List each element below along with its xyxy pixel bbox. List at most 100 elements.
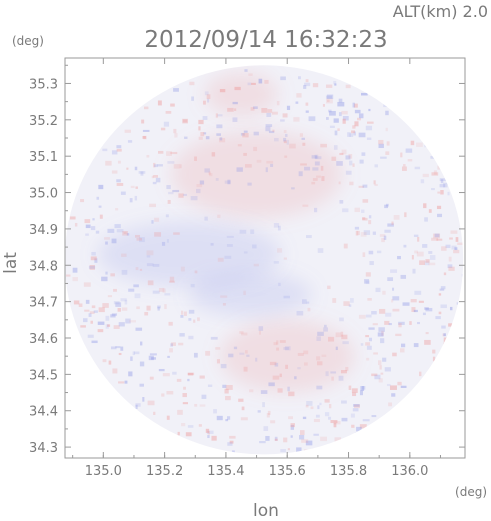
echo-speckle-cell bbox=[98, 205, 102, 208]
echo-speckle-cell bbox=[216, 124, 223, 129]
echo-speckle-cell bbox=[135, 234, 141, 238]
echo-speckle-cell bbox=[90, 226, 96, 231]
echo-speckle-cell bbox=[414, 166, 421, 170]
echo-speckle-cell bbox=[196, 183, 203, 188]
echo-speckle-cell bbox=[241, 406, 245, 411]
echo-speckle-cell bbox=[358, 113, 364, 119]
echo-speckle-cell bbox=[333, 80, 337, 85]
echo-speckle-cell bbox=[313, 433, 319, 436]
x-tick-label: 135.4 bbox=[207, 464, 244, 479]
echo-speckle-cell bbox=[365, 125, 373, 131]
echo-speckle-cell bbox=[454, 247, 458, 251]
echo-speckle-cell bbox=[359, 424, 367, 429]
echo-speckle-cell bbox=[308, 116, 316, 122]
echo-speckle-cell bbox=[274, 438, 278, 441]
echo-speckle-cell bbox=[139, 237, 145, 243]
echo-speckle-cell bbox=[208, 171, 211, 175]
echo-speckle-cell bbox=[365, 280, 370, 285]
echo-speckle-cell bbox=[354, 226, 360, 230]
echo-speckle-cell bbox=[321, 176, 325, 182]
echo-speckle-cell bbox=[380, 372, 384, 375]
echo-speckle-cell bbox=[176, 378, 182, 382]
echo-speckle-cell bbox=[384, 204, 389, 209]
echo-speckle-cell bbox=[365, 342, 370, 346]
x-tick-label: 136.0 bbox=[391, 464, 428, 479]
echo-speckle-cell bbox=[169, 348, 173, 353]
echo-speckle-cell bbox=[287, 448, 290, 451]
echo-region-negative bbox=[97, 221, 282, 288]
echo-speckle-cell bbox=[372, 231, 376, 235]
echo-speckle-cell bbox=[154, 217, 160, 222]
echo-speckle-cell bbox=[170, 343, 174, 347]
echo-speckle-cell bbox=[124, 380, 128, 384]
echo-speckle-cell bbox=[448, 266, 455, 271]
echo-speckle-cell bbox=[288, 391, 295, 397]
echo-speckle-cell bbox=[376, 250, 382, 254]
echo-speckle-cell bbox=[168, 191, 174, 195]
echo-speckle-cell bbox=[211, 435, 217, 441]
echo-speckle-cell bbox=[392, 352, 397, 357]
echo-speckle-cell bbox=[243, 130, 248, 133]
echo-speckle-cell bbox=[285, 346, 291, 351]
echo-speckle-cell bbox=[287, 386, 290, 392]
echo-speckle-cell bbox=[339, 317, 344, 322]
echo-speckle-cell bbox=[368, 220, 372, 225]
echo-speckle-cell bbox=[89, 264, 95, 270]
echo-speckle-cell bbox=[388, 402, 393, 407]
echo-speckle-cell bbox=[183, 386, 186, 390]
echo-speckle-cell bbox=[188, 318, 192, 321]
echo-speckle-cell bbox=[173, 88, 179, 92]
echo-speckle-cell bbox=[288, 416, 294, 420]
echo-speckle-cell bbox=[400, 385, 407, 388]
echo-speckle-cell bbox=[241, 332, 248, 336]
echo-speckle-cell bbox=[443, 333, 446, 337]
echo-speckle-cell bbox=[277, 388, 283, 393]
echo-speckle-cell bbox=[265, 435, 270, 441]
echo-speckle-cell bbox=[379, 308, 386, 314]
echo-speckle-cell bbox=[199, 180, 205, 185]
echo-speckle-cell bbox=[133, 284, 139, 288]
echo-speckle-cell bbox=[441, 246, 447, 251]
echo-speckle-cell bbox=[314, 161, 320, 166]
altitude-label: ALT(km) 2.0 bbox=[393, 2, 488, 21]
echo-speckle-cell bbox=[410, 298, 417, 303]
echo-speckle-cell bbox=[390, 269, 398, 273]
echo-speckle-cell bbox=[91, 340, 98, 344]
echo-speckle-cell bbox=[350, 413, 355, 418]
echo-speckle-cell bbox=[437, 165, 444, 170]
echo-speckle-cell bbox=[273, 137, 279, 142]
echo-speckle-cell bbox=[315, 414, 320, 418]
echo-speckle-cell bbox=[217, 257, 224, 262]
echo-speckle-cell bbox=[326, 98, 333, 104]
echo-speckle-cell bbox=[368, 108, 371, 112]
echo-speckle-cell bbox=[170, 103, 175, 107]
echo-speckle-cell bbox=[163, 121, 170, 127]
echo-speckle-cell bbox=[182, 193, 187, 196]
echo-speckle-cell bbox=[118, 322, 125, 327]
echo-speckle-cell bbox=[139, 383, 144, 387]
echo-speckle-cell bbox=[94, 258, 98, 263]
echo-speckle-cell bbox=[316, 385, 323, 390]
echo-speckle-cell bbox=[336, 161, 343, 166]
x-axis-unit: (deg) bbox=[455, 485, 487, 499]
echo-speckle-cell bbox=[146, 305, 151, 311]
echo-speckle-cell bbox=[290, 423, 295, 428]
echo-speckle-cell bbox=[151, 357, 156, 360]
echo-speckle-cell bbox=[436, 238, 443, 241]
echo-speckle-cell bbox=[102, 303, 109, 308]
echo-speckle-cell bbox=[316, 356, 321, 361]
echo-speckle-cell bbox=[215, 113, 218, 118]
echo-speckle-cell bbox=[243, 152, 247, 156]
echo-speckle-cell bbox=[173, 128, 177, 134]
echo-speckle-cell bbox=[312, 83, 319, 88]
echo-speckle-cell bbox=[116, 179, 121, 183]
echo-speckle-cell bbox=[384, 367, 391, 372]
echo-speckle-cell bbox=[180, 310, 184, 315]
echo-speckle-cell bbox=[314, 207, 318, 213]
echo-speckle-cell bbox=[294, 376, 297, 380]
echo-speckle-cell bbox=[189, 81, 195, 86]
echo-speckle-cell bbox=[280, 449, 286, 453]
echo-speckle-cell bbox=[362, 199, 369, 203]
echo-speckle-cell bbox=[115, 208, 119, 211]
echo-speckle-cell bbox=[317, 248, 324, 253]
